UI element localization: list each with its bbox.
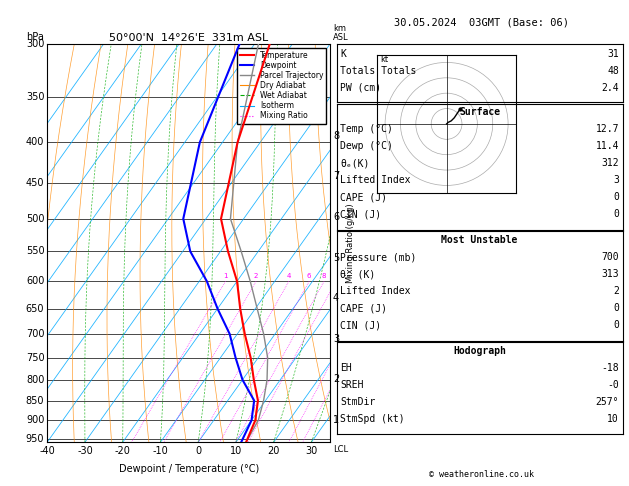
Text: Lifted Index: Lifted Index bbox=[340, 175, 411, 186]
Text: θₑ(K): θₑ(K) bbox=[340, 158, 370, 169]
Text: Most Unstable: Most Unstable bbox=[442, 235, 518, 245]
Text: -0: -0 bbox=[607, 380, 619, 390]
Text: 3: 3 bbox=[333, 334, 339, 344]
Text: CAPE (J): CAPE (J) bbox=[340, 303, 387, 313]
Text: 10: 10 bbox=[230, 446, 242, 456]
Text: Dewp (°C): Dewp (°C) bbox=[340, 141, 393, 152]
Text: Surface: Surface bbox=[459, 107, 500, 118]
Text: 700: 700 bbox=[26, 329, 44, 339]
Text: 500: 500 bbox=[26, 214, 44, 224]
Text: StmSpd (kt): StmSpd (kt) bbox=[340, 414, 405, 424]
Text: 2: 2 bbox=[254, 273, 259, 279]
Text: Pressure (mb): Pressure (mb) bbox=[340, 252, 416, 262]
Text: Dewpoint / Temperature (°C): Dewpoint / Temperature (°C) bbox=[119, 464, 259, 474]
Text: -10: -10 bbox=[152, 446, 169, 456]
Text: 313: 313 bbox=[601, 269, 619, 279]
Text: hPa: hPa bbox=[26, 32, 44, 42]
Text: -30: -30 bbox=[77, 446, 93, 456]
Text: 850: 850 bbox=[26, 396, 44, 405]
Text: 300: 300 bbox=[26, 39, 44, 49]
Text: 31: 31 bbox=[607, 49, 619, 59]
Text: 450: 450 bbox=[26, 178, 44, 188]
Text: 1: 1 bbox=[333, 415, 339, 425]
Text: Temp (°C): Temp (°C) bbox=[340, 124, 393, 135]
Text: EH: EH bbox=[340, 363, 352, 373]
Text: kt: kt bbox=[381, 55, 389, 65]
Text: 7: 7 bbox=[333, 171, 339, 181]
Legend: Temperature, Dewpoint, Parcel Trajectory, Dry Adiabat, Wet Adiabat, Isotherm, Mi: Temperature, Dewpoint, Parcel Trajectory… bbox=[237, 48, 326, 123]
Text: 8: 8 bbox=[322, 273, 326, 279]
Text: 550: 550 bbox=[26, 246, 44, 257]
Text: 2: 2 bbox=[333, 375, 339, 384]
Text: 6: 6 bbox=[307, 273, 311, 279]
Text: 48: 48 bbox=[607, 66, 619, 76]
Text: 312: 312 bbox=[601, 158, 619, 169]
Text: 4: 4 bbox=[333, 293, 339, 303]
Text: 5: 5 bbox=[333, 253, 339, 262]
Text: 0: 0 bbox=[195, 446, 201, 456]
Text: Mixing Ratio (g/kg): Mixing Ratio (g/kg) bbox=[346, 203, 355, 283]
Text: 400: 400 bbox=[26, 138, 44, 147]
Text: 650: 650 bbox=[26, 304, 44, 313]
Text: 3: 3 bbox=[613, 175, 619, 186]
Text: 8: 8 bbox=[333, 131, 339, 140]
Text: © weatheronline.co.uk: © weatheronline.co.uk bbox=[429, 469, 533, 479]
Text: 0: 0 bbox=[613, 209, 619, 220]
Text: 30.05.2024  03GMT (Base: 06): 30.05.2024 03GMT (Base: 06) bbox=[394, 17, 569, 27]
Text: 750: 750 bbox=[26, 353, 44, 363]
Text: Hodograph: Hodograph bbox=[453, 346, 506, 356]
Text: 257°: 257° bbox=[596, 397, 619, 407]
Text: 6: 6 bbox=[333, 212, 339, 222]
Text: 350: 350 bbox=[26, 91, 44, 102]
Text: -20: -20 bbox=[114, 446, 131, 456]
Text: 2.4: 2.4 bbox=[601, 83, 619, 93]
Text: -18: -18 bbox=[601, 363, 619, 373]
Text: StmDir: StmDir bbox=[340, 397, 376, 407]
Text: -40: -40 bbox=[39, 446, 55, 456]
Text: 700: 700 bbox=[601, 252, 619, 262]
Text: km
ASL: km ASL bbox=[333, 24, 348, 42]
Text: SREH: SREH bbox=[340, 380, 364, 390]
Text: CAPE (J): CAPE (J) bbox=[340, 192, 387, 203]
Text: 0: 0 bbox=[613, 303, 619, 313]
Text: CIN (J): CIN (J) bbox=[340, 320, 381, 330]
Text: 11.4: 11.4 bbox=[596, 141, 619, 152]
Text: Lifted Index: Lifted Index bbox=[340, 286, 411, 296]
Text: 950: 950 bbox=[26, 434, 44, 444]
Text: 600: 600 bbox=[26, 276, 44, 286]
Text: 4: 4 bbox=[287, 273, 291, 279]
Text: 2: 2 bbox=[613, 286, 619, 296]
Text: 800: 800 bbox=[26, 375, 44, 385]
Text: 0: 0 bbox=[613, 320, 619, 330]
Text: 10: 10 bbox=[607, 414, 619, 424]
Text: 900: 900 bbox=[26, 415, 44, 425]
Text: PW (cm): PW (cm) bbox=[340, 83, 381, 93]
Text: 12.7: 12.7 bbox=[596, 124, 619, 135]
Text: CIN (J): CIN (J) bbox=[340, 209, 381, 220]
Text: 30: 30 bbox=[305, 446, 318, 456]
Text: Totals Totals: Totals Totals bbox=[340, 66, 416, 76]
Text: K: K bbox=[340, 49, 346, 59]
Text: LCL: LCL bbox=[333, 445, 348, 453]
Text: 1: 1 bbox=[223, 273, 228, 279]
Title: 50°00'N  14°26'E  331m ASL: 50°00'N 14°26'E 331m ASL bbox=[109, 33, 269, 43]
Text: θₑ (K): θₑ (K) bbox=[340, 269, 376, 279]
Text: 0: 0 bbox=[613, 192, 619, 203]
Text: 20: 20 bbox=[267, 446, 280, 456]
